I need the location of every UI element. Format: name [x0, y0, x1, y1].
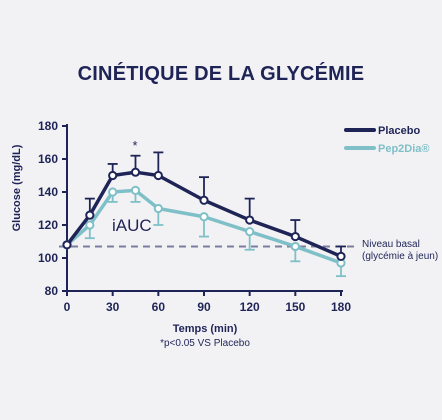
data-point-placebo — [199, 195, 209, 205]
y-tick-label: 140 — [38, 185, 58, 199]
x-tick-label: 180 — [331, 300, 351, 314]
iauc-label: iAUC — [112, 216, 152, 235]
legend-label-placebo: Placebo — [378, 125, 420, 137]
y-tick-label: 80 — [45, 284, 59, 298]
data-point-pep2dia — [85, 220, 95, 230]
data-point-placebo — [130, 167, 141, 177]
data-point-pep2dia — [108, 187, 118, 197]
axes: 80 100 120 140 160 180 0 30 60 90 120 150 180 — [38, 119, 351, 314]
data-point-pep2dia — [290, 241, 300, 252]
baseline-label-line2: (glycémie à jeun) — [362, 251, 438, 262]
legend-label-pep2dia: Pep2Dia® — [378, 143, 430, 155]
y-tick-label: 160 — [38, 152, 58, 166]
data-point-placebo — [62, 240, 72, 250]
data-point-pep2dia — [130, 185, 141, 195]
significance-star: * — [132, 138, 137, 153]
chart-title: CINÉTIQUE DE LA GLYCÉMIE — [78, 62, 365, 85]
x-tick-label: 120 — [240, 300, 260, 314]
data-point-placebo — [245, 215, 255, 225]
data-point-placebo — [85, 210, 95, 220]
data-point-pep2dia — [245, 227, 255, 237]
data-point-placebo — [108, 170, 118, 181]
y-axis-label: Glucose (mg/dL) — [11, 144, 23, 231]
y-tick-label: 180 — [38, 119, 58, 133]
x-tick-label: 90 — [197, 300, 211, 314]
x-axis-label: Temps (min) — [173, 323, 238, 335]
data-point-placebo — [290, 231, 300, 242]
series-group — [62, 151, 346, 278]
y-tick-label: 120 — [38, 218, 58, 232]
data-point-placebo — [153, 170, 163, 181]
y-tick-label: 100 — [38, 251, 58, 265]
footnote: *p<0.05 VS Placebo — [160, 338, 250, 349]
series-pep2dia — [62, 185, 346, 278]
data-point-pep2dia — [199, 212, 209, 222]
x-tick-label: 150 — [285, 300, 305, 314]
baseline-label-line1: Niveau basal — [362, 239, 420, 250]
x-tick-label: 0 — [64, 300, 71, 314]
legend: Placebo Pep2Dia® — [344, 125, 430, 155]
series-placebo — [62, 151, 346, 261]
data-point-pep2dia — [153, 203, 163, 214]
x-tick-label: 30 — [106, 300, 120, 314]
x-tick-label: 60 — [152, 300, 166, 314]
data-point-placebo — [336, 251, 346, 261]
